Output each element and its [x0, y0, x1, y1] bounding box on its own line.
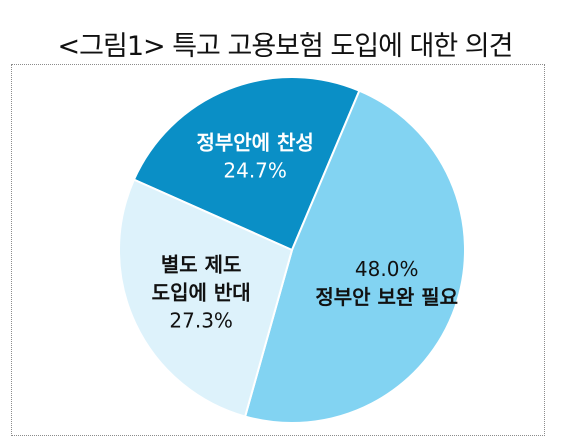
chart-frame	[11, 64, 545, 436]
pie-slice-government-proposal-revision	[243, 89, 466, 424]
slice-value-government-proposal-revision: 48.0%	[355, 257, 419, 281]
chart-title: <그림1> 특고 고용보험 도입에 대한 의견	[57, 31, 514, 62]
pie-slice-separate-system	[118, 178, 294, 418]
slice-label-government-proposal-support: 정부안에 찬성	[196, 131, 313, 155]
slice-label-government-proposal-revision: 정부안 보완 필요	[315, 285, 458, 309]
pie-slice-government-proposal-support	[132, 76, 361, 252]
slice-label-separate-system: 별도 제도	[161, 253, 242, 277]
slice-value-government-proposal-support: 24.7%	[223, 159, 287, 183]
slice-label-separate-system: 도입에 반대	[152, 281, 251, 305]
slice-value-separate-system: 27.3%	[169, 309, 233, 333]
